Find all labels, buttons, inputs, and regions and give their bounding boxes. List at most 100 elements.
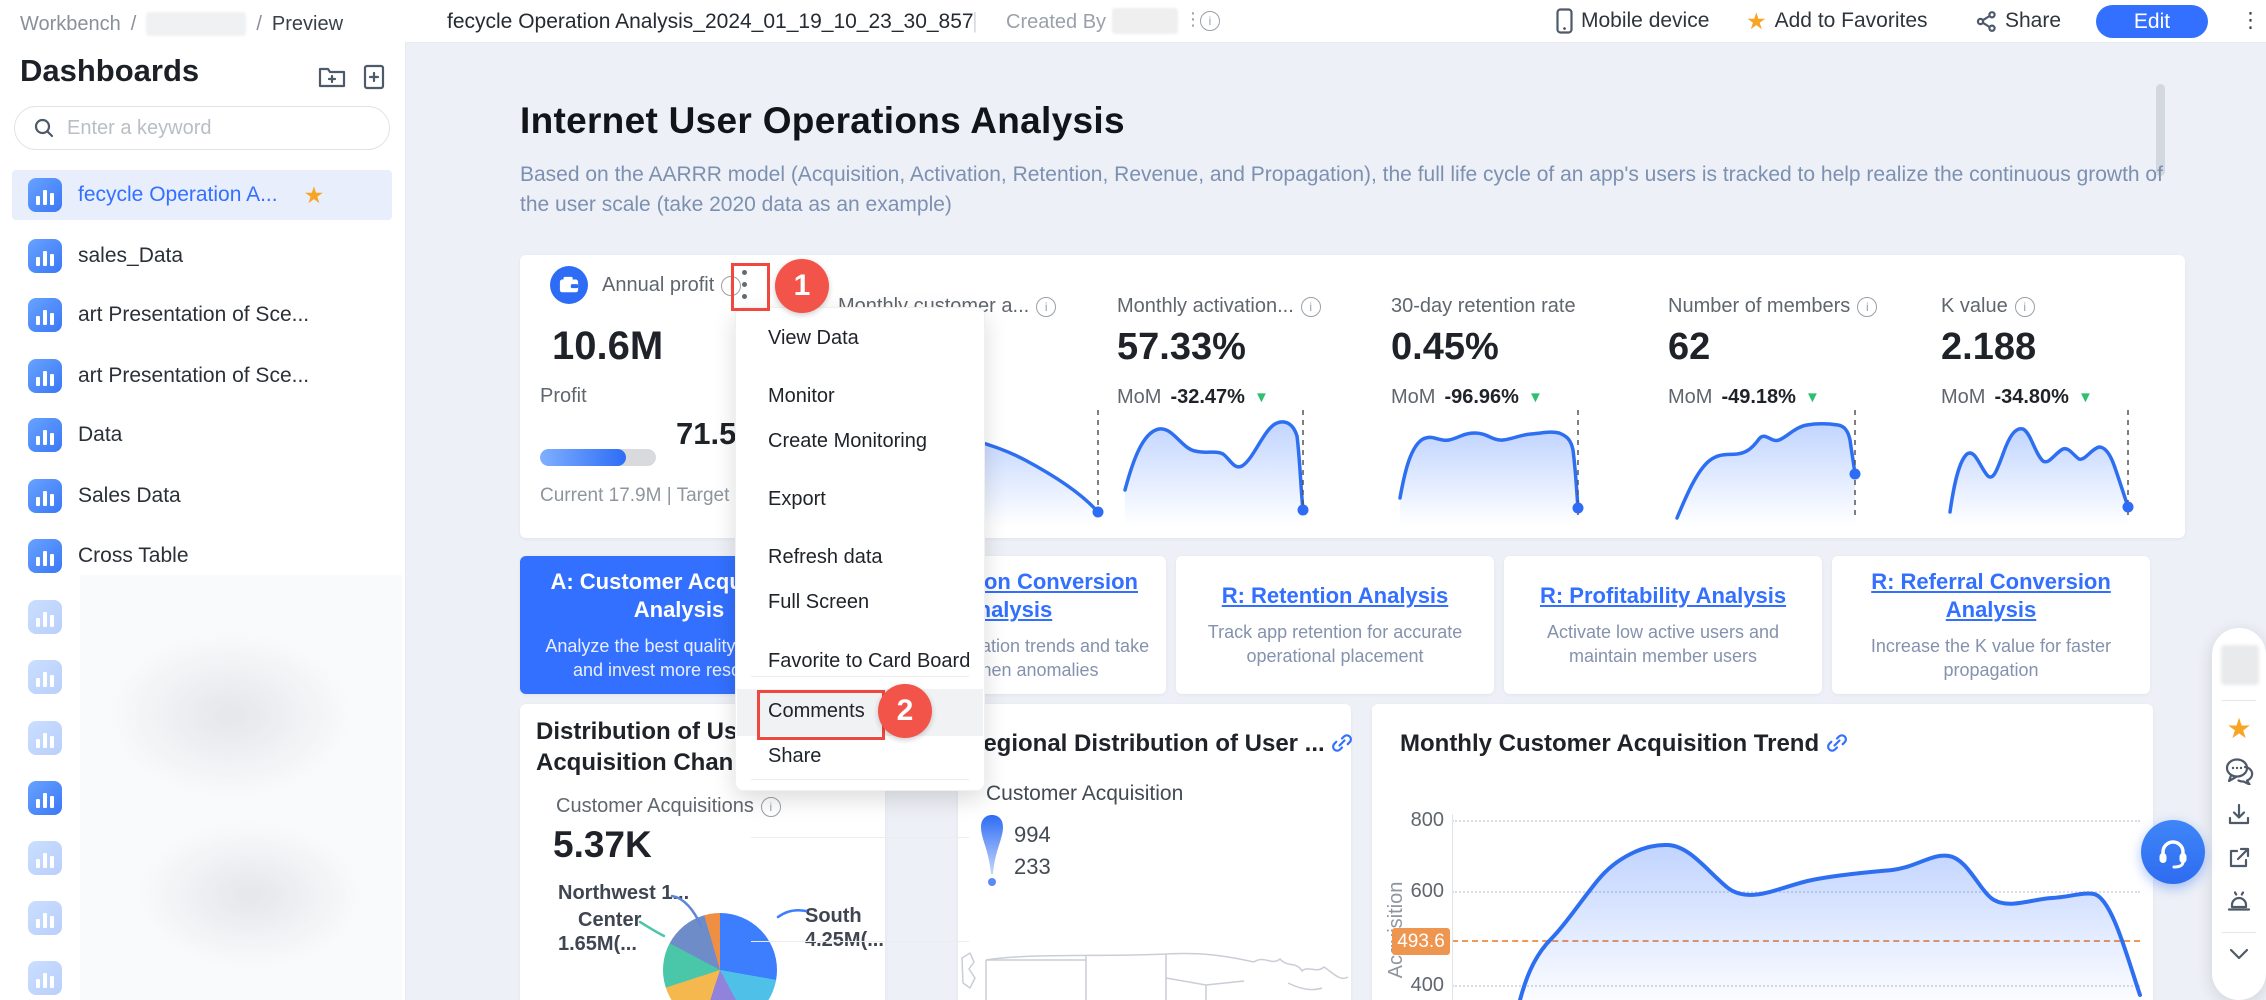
metric-label: Customer Acquisitions [556, 795, 754, 817]
kpi-annual-profit: Annual profit i [602, 274, 742, 297]
breadcrumb-redacted [146, 12, 247, 36]
kpi-mom: MoM -34.80% ▼ [1941, 386, 2093, 409]
breadcrumb-separator2: / [256, 12, 262, 35]
add-to-favorites-button[interactable]: ★ Add to Favorites [1746, 8, 1928, 34]
map-legend-label: Customer Acquisition [986, 782, 1184, 805]
sidebar-item-redacted[interactable] [0, 652, 405, 702]
info-icon[interactable]: i [2014, 296, 2035, 317]
favorite-star-icon[interactable]: ★ [303, 181, 325, 208]
toolbar-comments-button[interactable] [2212, 757, 2266, 785]
y-tick-800: 800 [1410, 809, 1444, 831]
link-icon[interactable] [1331, 732, 1353, 754]
breadcrumb-preview[interactable]: Preview [271, 12, 344, 35]
annotation-badge-2: 2 [878, 684, 932, 738]
edit-button[interactable]: Edit [2096, 5, 2208, 38]
info-icon[interactable]: i [1300, 296, 1321, 317]
sidebar-item-sales-data[interactable]: sales_Data [0, 231, 405, 281]
vertical-scrollbar[interactable] [2156, 84, 2165, 176]
menu-item-share[interactable]: Share [768, 745, 822, 767]
menu-item-create-monitoring[interactable]: Create Monitoring [768, 430, 927, 452]
sidebar-item-data[interactable]: Data [0, 410, 405, 460]
page-description: Based on the AARRR model (Acquisition, A… [520, 163, 2163, 216]
kpi-title: 30-day retention rate [1391, 295, 1576, 317]
menu-item-export[interactable]: Export [768, 488, 826, 510]
mobile-icon [1556, 8, 1573, 34]
link-icon[interactable] [1826, 732, 1848, 754]
aarrr-title[interactable]: R: Profitability Analysis [1539, 583, 1787, 608]
share-button[interactable]: Share [1976, 8, 2061, 34]
sidebar-item-redacted[interactable] [0, 713, 405, 763]
creator-more-icon[interactable]: ⋮ [1184, 9, 1202, 29]
new-dashboard-icon[interactable] [362, 64, 386, 90]
info-icon[interactable]: i [760, 796, 781, 817]
toolbar-divider [2222, 932, 2256, 933]
annotation-box-comments [757, 690, 885, 740]
sidebar-item-redacted[interactable] [0, 833, 405, 883]
sidebar-item-cross-table[interactable]: Cross Table [0, 531, 405, 581]
us-map-outline[interactable] [958, 938, 1351, 1000]
menu-divider [751, 837, 969, 838]
toolbar-export-button[interactable] [2212, 845, 2266, 871]
regional-card [958, 704, 1351, 1000]
triangle-down-icon: ▼ [1253, 389, 1269, 406]
sidebar-item-redacted[interactable] [0, 592, 405, 642]
menu-item-comments[interactable]: Comments [768, 700, 865, 722]
trend-area-chart[interactable] [1452, 810, 2142, 1000]
aarrr-card-retention[interactable]: R: Retention Analysis Track app retentio… [1176, 556, 1494, 694]
y-axis-line [1452, 814, 1453, 1000]
dashboard-icon [28, 539, 62, 573]
toolbar-favorite-star-icon[interactable]: ★ [2226, 713, 2252, 744]
dashboard-icon [28, 479, 62, 513]
sidebar-item-sales-data-2[interactable]: Sales Data [0, 471, 405, 521]
kpi-title: Monthly activation... [1117, 295, 1294, 317]
toolbar-monitor-alert-button[interactable] [2212, 888, 2266, 913]
customer-service-button[interactable] [2141, 820, 2205, 884]
mobile-device-label: Mobile device [1581, 9, 1710, 32]
sparkline-retention [1398, 410, 1584, 526]
channels-pie-chart[interactable] [663, 913, 777, 1000]
mobile-device-button[interactable]: Mobile device [1556, 8, 1709, 34]
sidebar-search[interactable] [14, 106, 390, 150]
aarrr-title[interactable]: R: Referral Conversion Analysis [1871, 569, 2111, 622]
sidebar-item-fecycle[interactable]: fecycle Operation A... ★ [12, 170, 392, 220]
search-input[interactable] [65, 115, 369, 141]
sidebar-item-redacted[interactable] [0, 953, 405, 1000]
profit-gauge [540, 449, 656, 466]
dashboard-icon [28, 359, 62, 393]
toolbar-download-button[interactable] [2212, 802, 2266, 828]
sidebar-item-redacted[interactable] [0, 893, 405, 943]
new-folder-icon[interactable] [318, 64, 346, 88]
info-icon[interactable]: i [1857, 296, 1878, 317]
map-legend-marker [981, 815, 1003, 886]
sidebar-item-redacted[interactable] [0, 773, 405, 823]
dashboard-icon [28, 239, 62, 273]
aarrr-desc: Activate low active users and maintain m… [1546, 622, 1780, 666]
channels-metric: Customer Acquisitions i [556, 795, 781, 818]
pie-label-center: Center [578, 909, 642, 931]
menu-item-view-data[interactable]: View Data [768, 327, 859, 349]
triangle-down-icon: ▼ [1804, 389, 1820, 406]
breadcrumb-workbench[interactable]: Workbench [20, 12, 121, 35]
triangle-down-icon: ▼ [1527, 389, 1543, 406]
menu-item-favorite-to-card-board[interactable]: Favorite to Card Board [768, 650, 971, 672]
aarrr-card-profitability[interactable]: R: Profitability Analysis Activate low a… [1504, 556, 1822, 694]
dashboard-icon [28, 901, 62, 935]
toolbar-more-icon[interactable]: ⋮ [2240, 9, 2261, 32]
sidebar-item-art-presentation-2[interactable]: art Presentation of Sce... [0, 351, 405, 401]
aarrr-card-referral[interactable]: R: Referral Conversion Analysis Increase… [1832, 556, 2150, 694]
sidebar-item-art-presentation-1[interactable]: art Presentation of Sce... [0, 290, 405, 340]
info-icon[interactable]: i [1036, 296, 1057, 317]
aarrr-title[interactable]: R: Retention Analysis [1221, 583, 1449, 608]
info-icon[interactable]: i [1200, 11, 1220, 31]
breadcrumb-separator: / [130, 12, 137, 35]
annotation-badge-1: 1 [775, 259, 829, 313]
menu-item-full-screen[interactable]: Full Screen [768, 591, 870, 613]
toolbar-collapse-button[interactable] [2212, 948, 2266, 960]
card-kebab-icon[interactable] [742, 270, 747, 299]
menu-item-monitor[interactable]: Monitor [768, 385, 835, 407]
sidebar: Workbench / / Preview Dashboards fecycle… [0, 0, 406, 1000]
chevron-down-icon [2229, 948, 2249, 960]
favorites-label: Add to Favorites [1774, 9, 1928, 32]
title-separator: | [972, 8, 978, 33]
menu-item-refresh-data[interactable]: Refresh data [768, 546, 883, 568]
